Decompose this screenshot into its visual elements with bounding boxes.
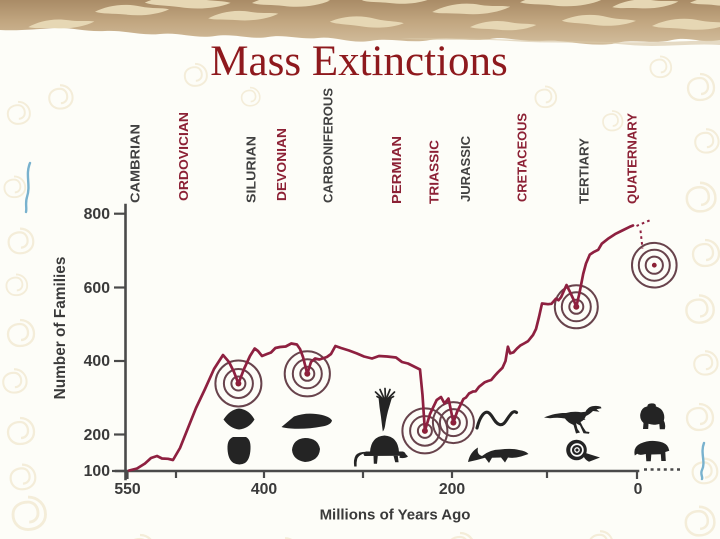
svg-text:100: 100 <box>84 463 111 480</box>
svg-text:0: 0 <box>634 481 643 498</box>
svg-text:SILURIAN: SILURIAN <box>245 136 259 203</box>
svg-text:TERTIARY: TERTIARY <box>578 137 592 204</box>
svg-text:CARBONIFEROUS: CARBONIFEROUS <box>322 88 336 203</box>
svg-text:ORDOVICIAN: ORDOVICIAN <box>177 112 191 201</box>
svg-text:PERMIAN: PERMIAN <box>390 136 404 204</box>
svg-text:800: 800 <box>84 206 111 223</box>
svg-text:CAMBRIAN: CAMBRIAN <box>129 124 143 203</box>
svg-text:Number of Families: Number of Families <box>52 257 69 400</box>
svg-text:Mass Extinctions: Mass Extinctions <box>210 38 507 85</box>
svg-text:200: 200 <box>439 481 466 498</box>
svg-text:DEVONIAN: DEVONIAN <box>275 128 289 201</box>
svg-text:CRETACEOUS: CRETACEOUS <box>516 113 530 202</box>
svg-text:400: 400 <box>84 353 111 370</box>
svg-text:Millions of Years Ago: Millions of Years Ago <box>320 507 471 524</box>
svg-text:QUATERNARY: QUATERNARY <box>626 112 640 204</box>
svg-text:TRIASSIC: TRIASSIC <box>428 140 442 204</box>
svg-text:JURASSIC: JURASSIC <box>459 136 473 202</box>
svg-text:400: 400 <box>251 481 278 498</box>
svg-text:200: 200 <box>84 427 111 444</box>
svg-text:600: 600 <box>84 280 111 297</box>
svg-text:550: 550 <box>114 481 141 498</box>
